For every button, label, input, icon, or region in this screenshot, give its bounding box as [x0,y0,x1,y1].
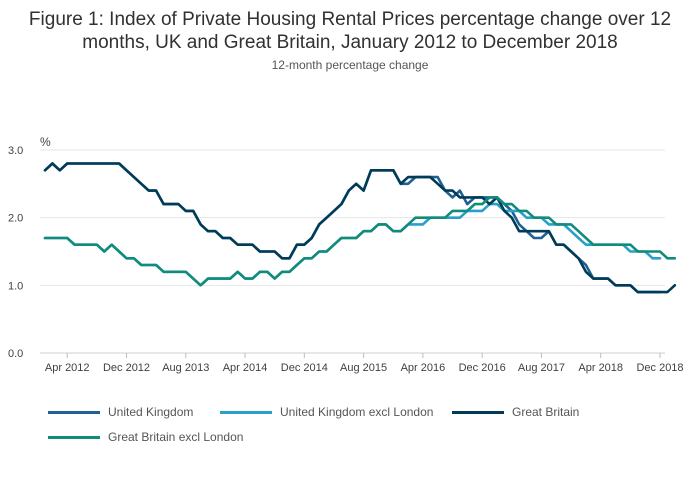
series-line-great-britain-excl-london [43,196,677,287]
x-tick-label: Apr 2014 [223,362,268,374]
legend-swatch [220,410,272,414]
x-tick-label: Dec 2012 [103,362,150,374]
x-tick-label: Aug 2013 [162,362,209,374]
y-tick-label: 0.0 [8,348,23,360]
y-tick-label: 2.0 [8,213,23,225]
x-tick-label: Apr 2012 [45,362,90,374]
y-axis-unit-label: % [40,135,51,149]
y-axis: 0.0 1.0 2.0 3.0 [8,145,23,360]
x-tick-label: Apr 2018 [578,362,623,374]
legend-item[interactable]: Great Britain excl London [48,430,243,444]
x-tick-label: Aug 2017 [518,362,565,374]
x-axis: Apr 2012 Dec 2012 Aug 2013 Apr 2014 Dec 2014… [45,353,684,374]
y-tick-label: 3.0 [8,145,23,157]
x-tick-label: Dec 2016 [459,362,506,374]
legend-swatch [452,410,504,414]
x-tick-label: Dec 2018 [636,362,683,374]
line-chart: 0.01.02.03.0 Apr 2012 Dec 2012 Aug 2013 Apr… [8,135,684,374]
series-lines [43,162,677,294]
gridlines [40,149,665,354]
legend-swatch [48,435,100,439]
series-line-great-britain [43,162,677,294]
legend-label: Great Britain excl London [108,430,244,444]
legend-label: Great Britain [512,405,580,419]
x-tick-label: Apr 2016 [401,362,446,374]
legend-swatch [48,410,100,414]
x-tick-label: Dec 2014 [281,362,328,374]
chart-subtitle: 12-month percentage change [271,58,429,72]
legend-label: United Kingdom [108,405,194,419]
legend-item[interactable]: Great Britain [452,405,579,419]
legend-item[interactable]: United Kingdom excl London [220,405,433,419]
y-tick-label: 1.0 [8,280,23,292]
chart-title: Figure 1: Index of Private Housing Renta… [28,9,672,53]
legend-item[interactable]: United Kingdom [48,405,193,419]
series-line-united-kingdom-excl-london [43,202,662,287]
x-tick-label: Aug 2015 [340,362,387,374]
legend-label: United Kingdom excl London [280,405,434,419]
